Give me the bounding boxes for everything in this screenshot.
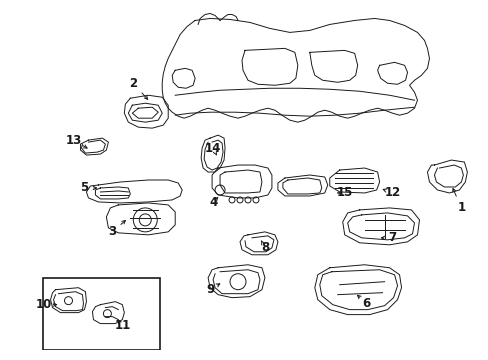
Text: 7: 7 <box>388 231 396 244</box>
Text: 12: 12 <box>384 186 400 199</box>
Text: 10: 10 <box>35 298 52 311</box>
Text: 9: 9 <box>205 283 214 296</box>
Text: 13: 13 <box>65 134 81 147</box>
Text: 5: 5 <box>80 181 88 194</box>
Text: 4: 4 <box>208 197 217 210</box>
Text: 6: 6 <box>362 297 370 310</box>
Text: 11: 11 <box>114 319 130 332</box>
Text: 2: 2 <box>129 77 137 90</box>
Text: 1: 1 <box>456 202 465 215</box>
Bar <box>42 278 160 350</box>
Text: 15: 15 <box>336 186 352 199</box>
Text: 8: 8 <box>260 241 268 254</box>
Text: 14: 14 <box>204 141 221 154</box>
Text: 3: 3 <box>108 225 116 238</box>
